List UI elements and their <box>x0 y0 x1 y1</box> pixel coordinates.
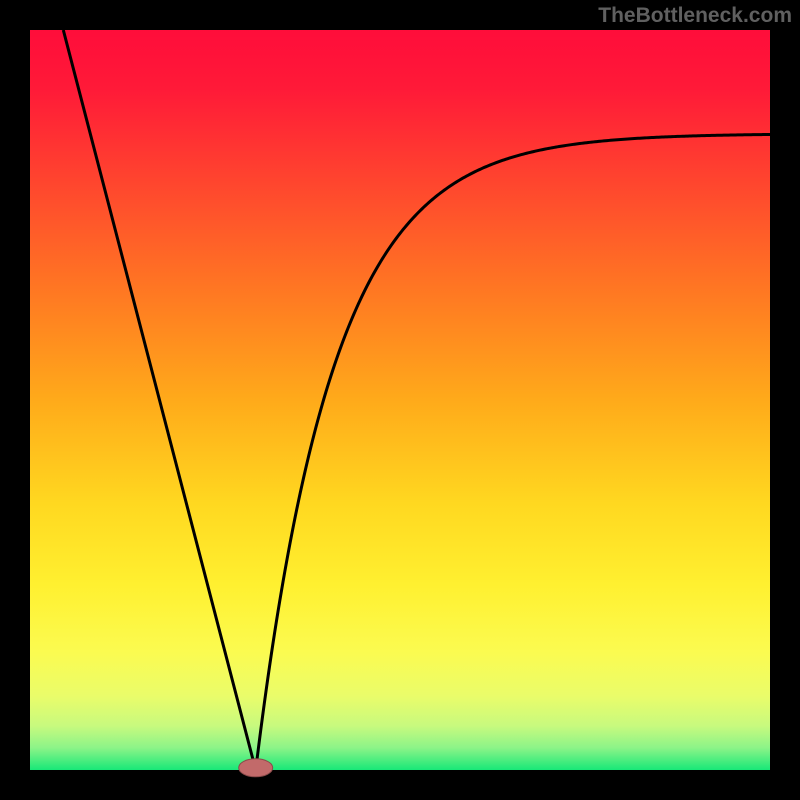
watermark-text: TheBottleneck.com <box>598 4 792 28</box>
bottleneck-chart <box>0 0 800 800</box>
optimal-marker <box>239 759 273 777</box>
chart-gradient-bg <box>30 30 770 770</box>
chart-container: TheBottleneck.com <box>0 0 800 800</box>
